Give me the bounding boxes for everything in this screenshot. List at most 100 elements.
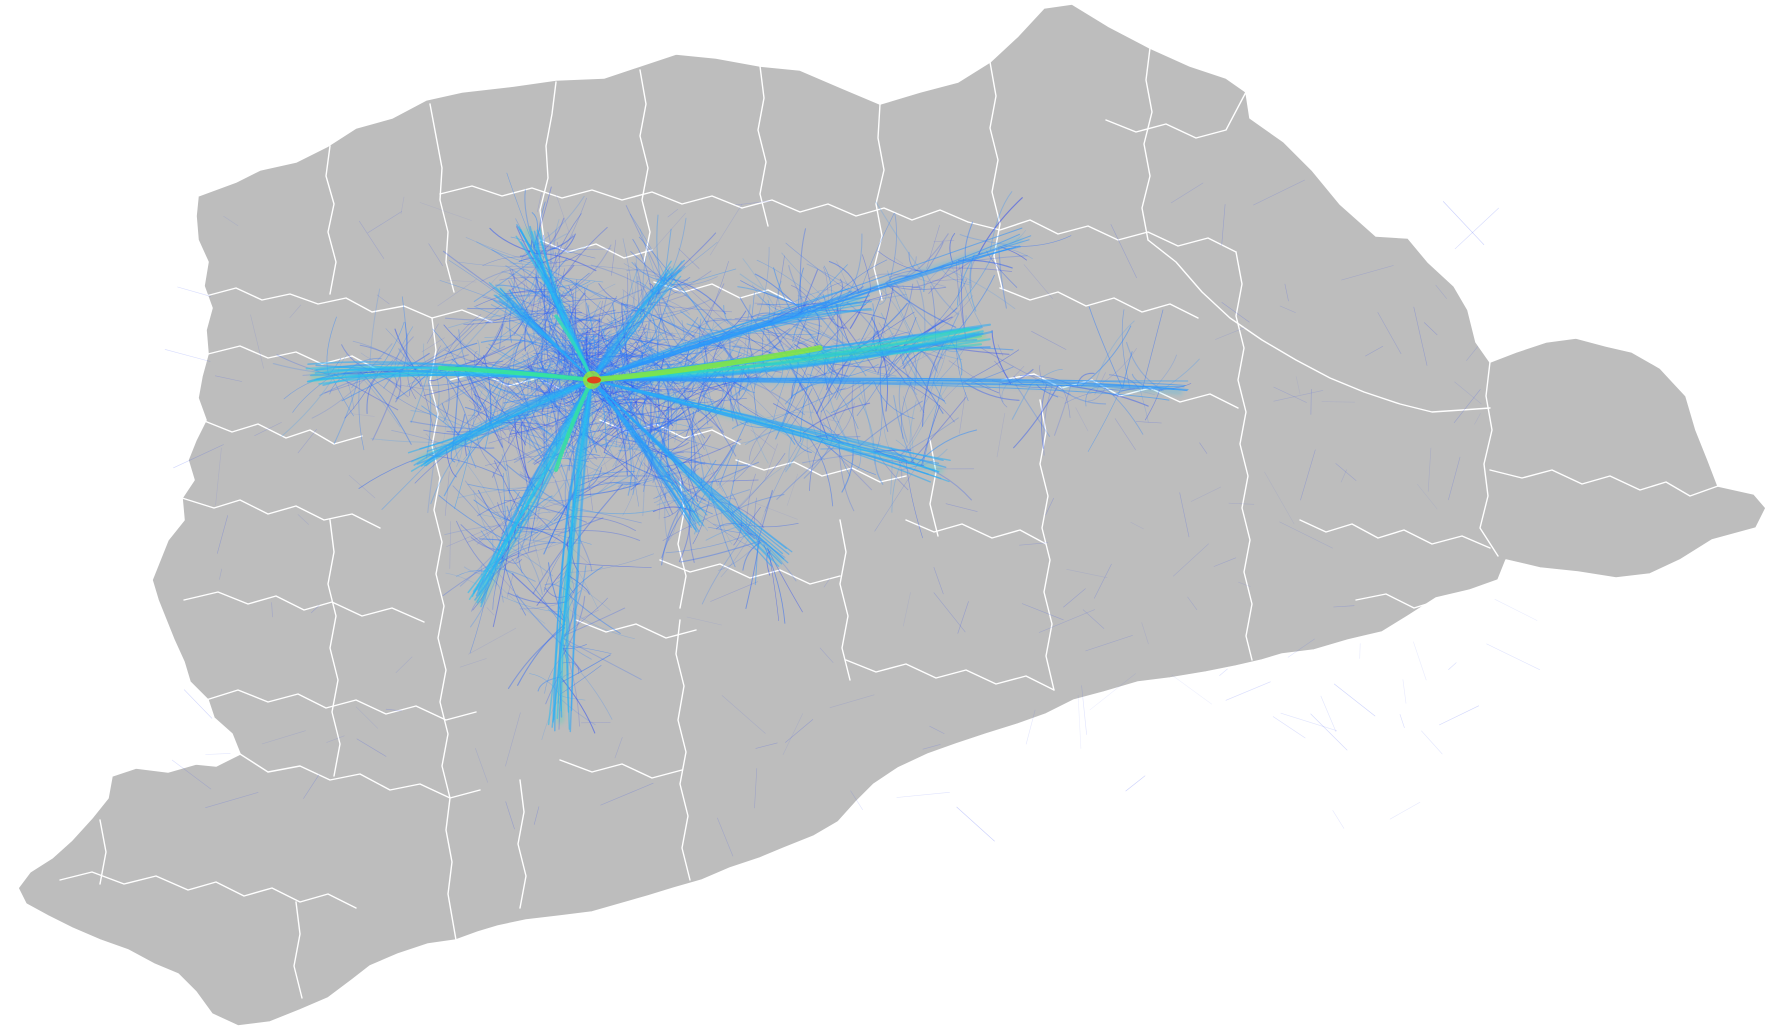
flow-fiber — [456, 373, 509, 436]
flow-fiber — [1036, 384, 1059, 398]
flow-fiber — [594, 392, 645, 448]
flow-faint — [215, 375, 243, 382]
flow-fiber — [519, 240, 533, 257]
flow-faint — [945, 503, 978, 512]
flow-fiber — [636, 423, 690, 492]
flow-fiber — [772, 255, 785, 322]
flow-faint — [1025, 709, 1036, 745]
flow-hub — [583, 371, 601, 389]
flow-faint — [1279, 521, 1333, 549]
flow-faint — [1213, 557, 1237, 567]
flow-fiber — [553, 226, 608, 294]
flow-fiber — [572, 321, 614, 362]
flow-fiber — [618, 343, 647, 356]
flow-fiber — [938, 266, 1016, 310]
flow-faint — [376, 294, 390, 305]
flow-fiber — [505, 326, 569, 357]
flow-fiber — [641, 356, 696, 366]
flow-faint — [1023, 264, 1053, 299]
flow-fiber — [878, 350, 945, 402]
flow-fiber — [623, 419, 632, 496]
flow-fiber — [565, 606, 635, 640]
flow-fiber — [642, 393, 649, 419]
flow-fiber — [604, 329, 669, 377]
flow-fiber — [692, 509, 758, 551]
flow-faint — [926, 225, 940, 269]
flow-trunk — [591, 379, 1189, 382]
flow-fiber — [877, 452, 909, 491]
flow-fiber — [602, 363, 645, 420]
flow-fiber — [635, 287, 672, 366]
flow-fiber — [536, 233, 568, 254]
flow-fiber — [563, 352, 644, 358]
flow-fiber — [633, 323, 646, 346]
flow-fiber — [806, 263, 863, 293]
flow-faint — [1332, 810, 1345, 829]
flow-fiber — [719, 418, 749, 486]
flow-fiber — [900, 316, 953, 349]
flow-faint — [1448, 456, 1461, 501]
flow-fiber — [764, 433, 806, 512]
flow-faint — [1279, 305, 1296, 313]
flow-fiber — [656, 214, 663, 288]
flow-fiber — [566, 592, 621, 634]
flow-fiber — [1093, 320, 1135, 388]
flow-fiber — [630, 376, 647, 425]
flow-faint — [1221, 302, 1250, 323]
flow-fiber — [692, 464, 750, 510]
flow-fiber — [464, 480, 520, 526]
flow-fiber — [661, 503, 690, 558]
flow-faint — [1077, 695, 1082, 749]
flow-faint — [1300, 449, 1316, 501]
flow-fiber — [949, 233, 956, 263]
flow-faint — [1453, 389, 1481, 423]
flow-faint — [754, 768, 758, 809]
flow-faint — [1066, 569, 1108, 578]
flow-fiber — [587, 398, 668, 403]
flow-faint — [426, 323, 439, 344]
flow-faint — [1038, 609, 1095, 633]
flow-fiber — [512, 515, 575, 548]
flow-fiber — [652, 388, 672, 440]
flow-faint — [830, 335, 880, 345]
flow-fiber — [625, 205, 665, 285]
flow-fiber — [636, 423, 721, 450]
flow-faint — [1114, 418, 1136, 451]
flow-fiber — [523, 362, 578, 410]
flow-fiber — [465, 436, 507, 471]
flow-faint — [684, 284, 729, 325]
flow-faint — [922, 744, 941, 750]
flow-fiber — [430, 432, 476, 505]
flow-fiber — [519, 339, 600, 371]
flow-fiber — [1087, 386, 1107, 402]
flow-fiber — [651, 407, 668, 440]
flow-faint — [349, 413, 375, 417]
flow-fiber — [630, 434, 649, 482]
flow-fiber — [439, 280, 520, 309]
flow-faint — [1474, 413, 1481, 425]
flow-fiber — [874, 463, 919, 532]
flow-fiber — [502, 540, 568, 558]
flow-faint — [735, 200, 771, 206]
flow-fiber — [537, 384, 585, 437]
flow-fiber — [756, 259, 827, 308]
flow-fiber — [592, 388, 601, 427]
flow-faint — [819, 647, 834, 663]
flow-fiber — [577, 470, 636, 479]
flow-fiber — [873, 381, 915, 420]
flow-fiber — [1011, 383, 1032, 420]
flow-fiber — [933, 381, 947, 404]
flow-faint — [1402, 679, 1407, 704]
flow-fiber — [656, 268, 737, 294]
flow-fiber — [583, 340, 591, 373]
flow-fiber — [565, 328, 592, 356]
flow-fiber — [550, 218, 560, 292]
flow-faint — [1125, 775, 1146, 792]
flow-fiber — [574, 333, 640, 365]
flow-fiber — [1121, 309, 1131, 389]
flow-fiber — [557, 297, 617, 304]
flow-faint — [933, 240, 955, 243]
flow-core — [437, 365, 595, 383]
flow-faint — [754, 502, 798, 520]
flow-fiber — [1059, 384, 1071, 418]
